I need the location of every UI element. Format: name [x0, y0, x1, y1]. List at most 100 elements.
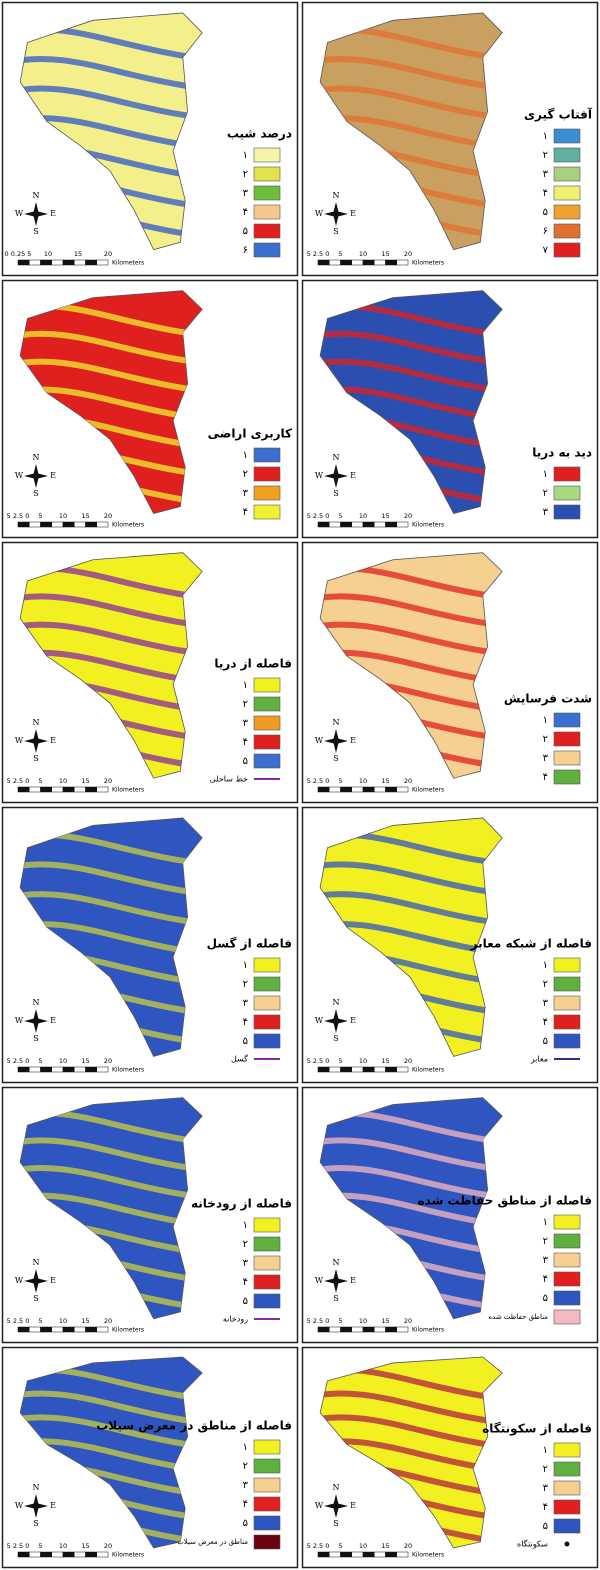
legend-label: ۳	[543, 1255, 549, 1266]
legend-title: فاصله از گسل	[207, 937, 292, 951]
compass-letter: E	[350, 471, 356, 480]
map-zone	[20, 891, 203, 931]
scale-label: 20	[104, 1317, 112, 1325]
legend-label: ۳	[243, 718, 249, 729]
scale-label: 10	[44, 250, 52, 258]
scale-label: 15	[81, 512, 89, 520]
scale-unit: Kilometers	[112, 1327, 144, 1334]
scale-label: 20	[404, 777, 412, 785]
scale-segment	[96, 259, 109, 266]
compass-letter: W	[315, 736, 324, 745]
scale-label: 15	[81, 1057, 89, 1065]
legend-label: ۶	[543, 226, 548, 237]
legend-title: فاصله از دریا	[214, 657, 292, 671]
scale-label: 5 2.5 0	[7, 777, 30, 785]
scale-segment	[396, 259, 409, 266]
compass-letter: N	[33, 191, 40, 200]
compass-letter: N	[33, 998, 40, 1007]
legend-swatch	[253, 1496, 281, 1512]
legend-title: فاصله از مناطق حفاظت شده	[418, 1194, 592, 1208]
scale-unit: Kilometers	[412, 260, 444, 267]
legend-swatch	[253, 1255, 281, 1271]
legend-swatch	[253, 734, 281, 750]
scale-segment	[51, 1326, 64, 1333]
legend-swatch	[253, 504, 281, 520]
scale-segment	[96, 786, 109, 793]
scale-label: 15	[81, 777, 89, 785]
scale-label: 15	[81, 1542, 89, 1550]
compass-letter: S	[33, 227, 38, 236]
map-zone	[20, 55, 203, 96]
compass-rose	[24, 1009, 48, 1033]
map-zone	[20, 1390, 203, 1430]
scale-segment	[385, 1551, 397, 1558]
map-zone	[20, 1165, 203, 1205]
scale-label: 20	[404, 1542, 412, 1550]
legend-label: ۳	[243, 488, 249, 499]
legend-title: فاصله از مناطق در معرض سیلاب	[96, 1419, 292, 1433]
scale-segment	[40, 521, 52, 528]
legend-title: فاصله از سکونتگاه	[482, 1422, 592, 1437]
scale-segment	[396, 1551, 409, 1558]
scale-segment	[40, 259, 52, 266]
scale-segment	[374, 1066, 386, 1073]
legend-label: ۲	[243, 469, 248, 480]
compass-letter: E	[350, 1276, 356, 1285]
map-panel: کاربری اراضی ۱ ۲ ۳ ۴ N S E W 5 2.5 0 5 10 15 20Kilome…	[1, 279, 299, 539]
map-zone	[20, 330, 203, 371]
scale-segment	[362, 1551, 375, 1558]
legend-label: ۳	[543, 169, 549, 180]
scale-segment	[29, 1551, 41, 1558]
scale-segment	[29, 786, 41, 793]
scale-label: 5 2.5 0	[307, 1317, 330, 1325]
scale-segment	[362, 786, 375, 793]
scale-label: 15	[381, 1317, 389, 1325]
legend-label: ۶	[243, 245, 248, 256]
scale-segment	[340, 1066, 352, 1073]
legend-title: درصد شیب	[227, 127, 292, 141]
map-zone	[320, 621, 503, 661]
legend-swatch	[253, 147, 281, 163]
scale-segment	[329, 521, 341, 528]
scale-label: 20	[404, 1317, 412, 1325]
map-zone	[320, 861, 503, 901]
scale-segment	[17, 1066, 30, 1073]
scale-label: 0 0.25 5	[5, 250, 32, 258]
scale-label: 5	[338, 512, 342, 520]
compass-letter: S	[33, 1034, 38, 1043]
compass-letter: S	[333, 227, 338, 236]
legend-label: ۴	[243, 507, 248, 518]
legend-label: ۷	[543, 245, 549, 256]
compass-letter: S	[333, 1519, 338, 1528]
legend-swatch	[553, 1271, 581, 1287]
compass-letter: E	[350, 209, 356, 218]
map-zone	[320, 593, 503, 633]
scale-segment	[351, 1066, 364, 1073]
scale-unit: Kilometers	[112, 522, 144, 529]
compass-letter: E	[50, 736, 56, 745]
scale-label: 5	[338, 250, 342, 258]
compass-letter: E	[350, 1501, 356, 1510]
compass-letter: N	[33, 1483, 40, 1492]
scale-segment	[396, 521, 409, 528]
scale-label: 10	[359, 777, 367, 785]
scale-segment	[40, 786, 52, 793]
legend-title: کاربری اراضی	[208, 427, 292, 441]
legend-swatch	[253, 1274, 281, 1290]
scale-segment	[362, 1326, 375, 1333]
scale-segment	[51, 259, 64, 266]
legend-swatch	[253, 166, 281, 182]
legend-swatch	[253, 223, 281, 239]
scale-label: 20	[404, 512, 412, 520]
legend-swatch	[553, 128, 581, 144]
scale-segment	[40, 1066, 52, 1073]
scale-segment	[396, 1066, 409, 1073]
legend-swatch	[253, 185, 281, 201]
legend-swatch	[253, 715, 281, 731]
legend-swatch	[253, 1293, 281, 1309]
legend-label: ۱	[543, 1445, 548, 1456]
scale-segment	[374, 1551, 386, 1558]
compass-letter: E	[350, 736, 356, 745]
legend-swatch	[553, 1233, 581, 1249]
map-zone	[320, 1414, 503, 1454]
